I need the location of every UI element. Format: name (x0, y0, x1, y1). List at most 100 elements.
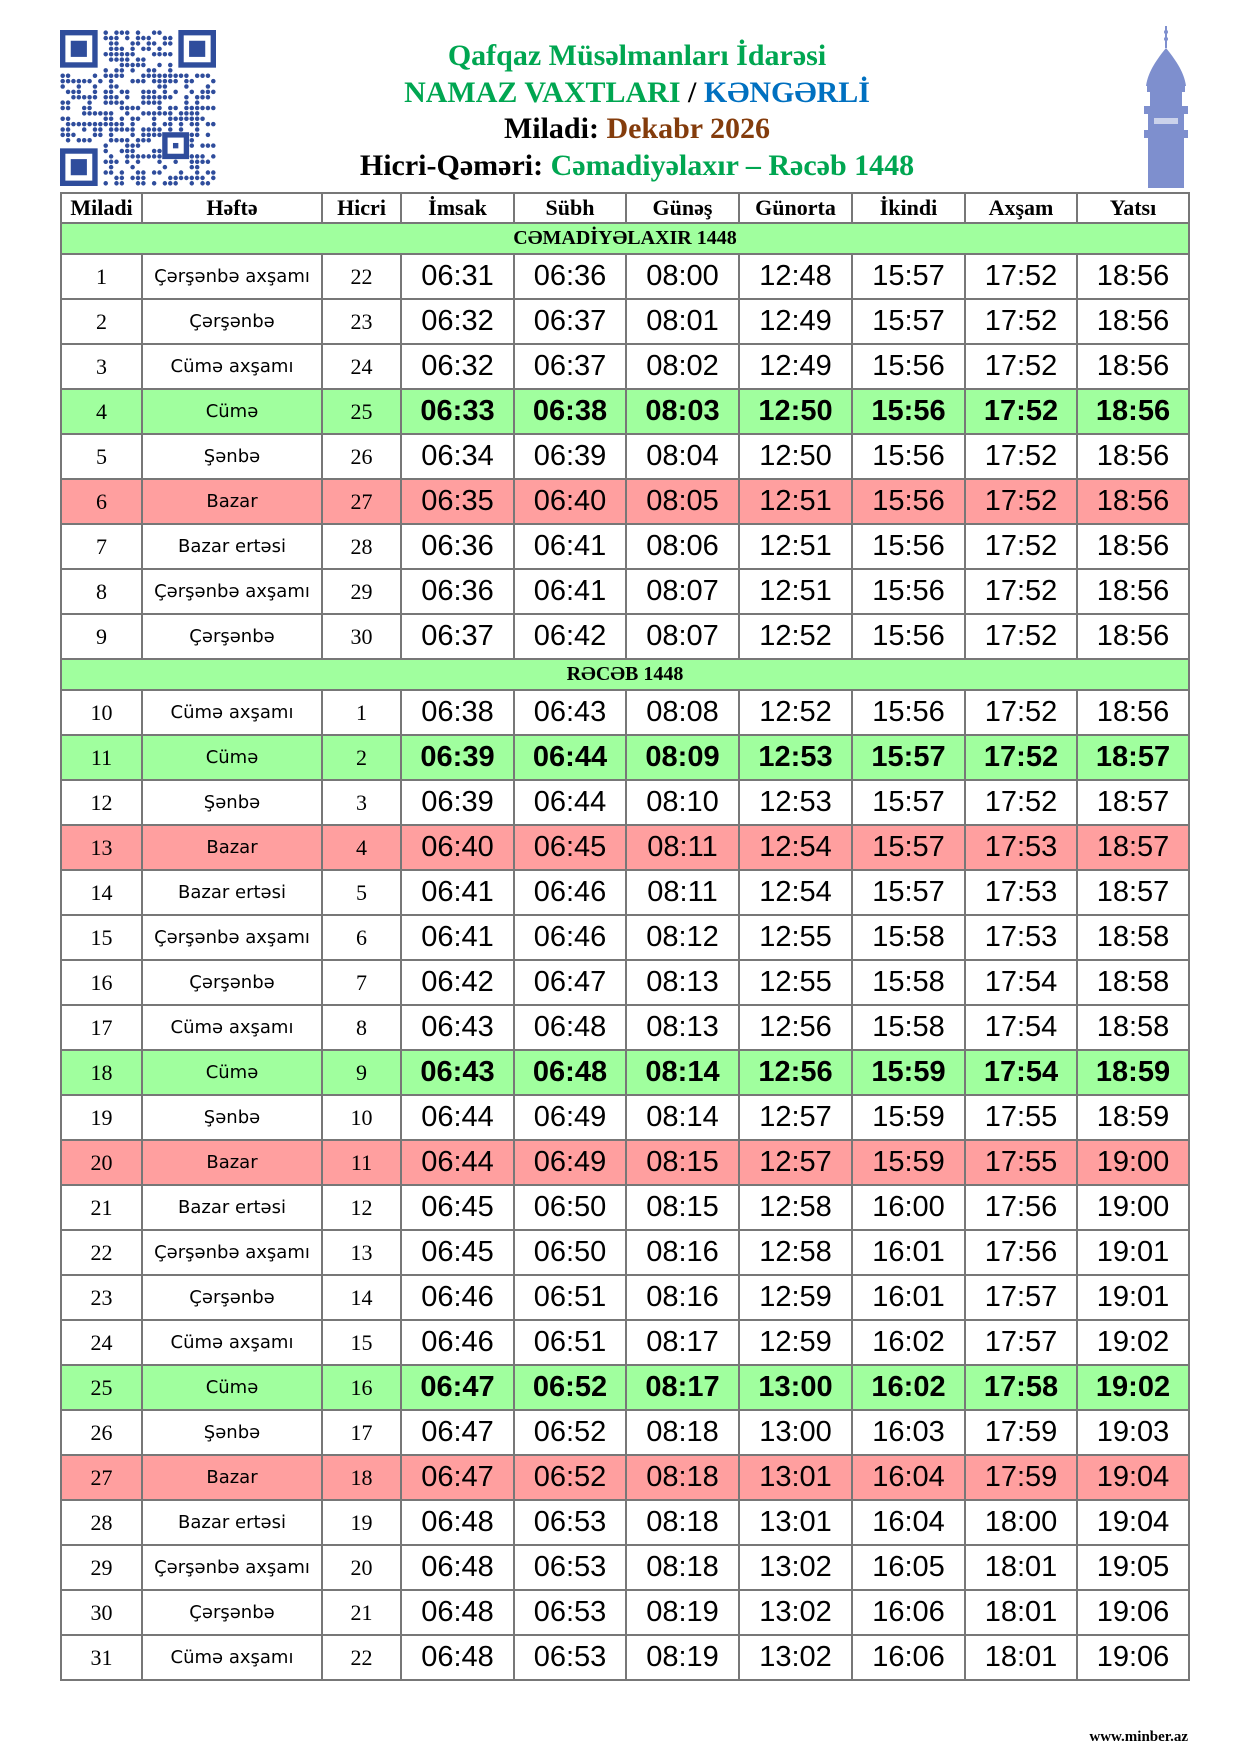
cell-weekday: Çərşənbə axşamı (141, 1544, 323, 1591)
cell-gunes: 08:03 (625, 388, 740, 435)
cell-gunes: 08:15 (625, 1184, 740, 1231)
cell-subh: 06:36 (513, 253, 627, 300)
cell-subh: 06:48 (513, 1049, 627, 1096)
cell-imsak: 06:31 (400, 253, 515, 300)
cell-ikindi: 15:56 (851, 523, 966, 570)
cell-miladi: 28 (60, 1499, 143, 1546)
cell-imsak: 06:47 (400, 1454, 515, 1501)
cell-ikindi: 15:58 (851, 1004, 966, 1051)
cell-gunorta: 13:02 (738, 1634, 853, 1681)
cell-gunes: 08:18 (625, 1454, 740, 1501)
cell-ikindi: 15:56 (851, 689, 966, 736)
cell-gunes: 08:07 (625, 613, 740, 660)
cell-axsam: 17:53 (964, 869, 1078, 916)
cell-gunes: 08:00 (625, 253, 740, 300)
cell-gunorta: 12:50 (738, 388, 853, 435)
cell-gunes: 08:11 (625, 869, 740, 916)
cell-gunes: 08:12 (625, 914, 740, 961)
cell-yatsi: 18:57 (1076, 824, 1190, 871)
column-header-subh: Sübh (513, 192, 627, 224)
cell-miladi: 13 (60, 824, 143, 871)
cell-axsam: 17:56 (964, 1184, 1078, 1231)
cell-weekday: Çərşənbə axşamı (141, 1229, 323, 1276)
cell-subh: 06:49 (513, 1139, 627, 1186)
cell-gunes: 08:01 (625, 298, 740, 345)
cell-gunes: 08:18 (625, 1409, 740, 1456)
organization-title: Qafqaz Müsəlmanları İdarəsi (447, 39, 827, 72)
cell-hicri: 11 (321, 1139, 402, 1186)
cell-imsak: 06:46 (400, 1274, 515, 1321)
cell-ikindi: 16:01 (851, 1274, 966, 1321)
cell-axsam: 17:54 (964, 1004, 1078, 1051)
cell-axsam: 17:52 (964, 779, 1078, 826)
cell-subh: 06:52 (513, 1454, 627, 1501)
cell-gunes: 08:11 (625, 824, 740, 871)
cell-imsak: 06:40 (400, 824, 515, 871)
column-header-imsak: İmsak (400, 192, 515, 224)
cell-axsam: 17:54 (964, 1049, 1078, 1096)
cell-imsak: 06:33 (400, 388, 515, 435)
cell-imsak: 06:38 (400, 689, 515, 736)
cell-gunorta: 13:02 (738, 1544, 853, 1591)
cell-axsam: 17:52 (964, 568, 1078, 615)
cell-weekday: Şənbə (141, 779, 323, 826)
table-row: 25 Cümə 16 06:47 06:52 08:17 13:00 16:02 17:58 19… (60, 1364, 1190, 1411)
cell-gunes: 08:05 (625, 478, 740, 525)
cell-gunorta: 12:53 (738, 734, 853, 781)
cell-gunes: 08:19 (625, 1634, 740, 1681)
cell-gunes: 08:18 (625, 1499, 740, 1546)
cell-hicri: 7 (321, 959, 402, 1006)
cell-miladi: 25 (60, 1364, 143, 1411)
cell-gunorta: 12:49 (738, 343, 853, 390)
cell-subh: 06:53 (513, 1499, 627, 1546)
cell-imsak: 06:36 (400, 523, 515, 570)
cell-hicri: 15 (321, 1319, 402, 1366)
cell-ikindi: 16:01 (851, 1229, 966, 1276)
cell-weekday: Cümə (141, 734, 323, 781)
cell-gunes: 08:17 (625, 1319, 740, 1366)
cell-gunorta: 12:54 (738, 869, 853, 916)
cell-axsam: 17:52 (964, 523, 1078, 570)
cell-gunes: 08:18 (625, 1544, 740, 1591)
cell-imsak: 06:46 (400, 1319, 515, 1366)
cell-gunes: 08:09 (625, 734, 740, 781)
cell-miladi: 10 (60, 689, 143, 736)
table-row: 21 Bazar ertəsi 12 06:45 06:50 08:15 12:58 16:0… (60, 1184, 1190, 1231)
cell-axsam: 17:52 (964, 388, 1078, 435)
cell-hicri: 3 (321, 779, 402, 826)
cell-yatsi: 19:06 (1076, 1634, 1190, 1681)
cell-miladi: 24 (60, 1319, 143, 1366)
cell-ikindi: 16:04 (851, 1499, 966, 1546)
cell-yatsi: 18:56 (1076, 523, 1190, 570)
cell-gunes: 08:14 (625, 1049, 740, 1096)
cell-imsak: 06:48 (400, 1589, 515, 1636)
cell-gunorta: 13:01 (738, 1499, 853, 1546)
cell-hicri: 1 (321, 689, 402, 736)
cell-axsam: 17:56 (964, 1229, 1078, 1276)
cell-ikindi: 15:57 (851, 869, 966, 916)
cell-gunes: 08:10 (625, 779, 740, 826)
cell-miladi: 20 (60, 1139, 143, 1186)
cell-axsam: 17:55 (964, 1094, 1078, 1141)
cell-ikindi: 15:59 (851, 1049, 966, 1096)
cell-imsak: 06:43 (400, 1049, 515, 1096)
cell-yatsi: 18:57 (1076, 734, 1190, 781)
cell-gunorta: 12:54 (738, 824, 853, 871)
cell-weekday: Şənbə (141, 1409, 323, 1456)
cell-hicri: 6 (321, 914, 402, 961)
cell-weekday: Çərşənbə axşamı (141, 568, 323, 615)
cell-miladi: 9 (60, 613, 143, 660)
cell-weekday: Bazar ertəsi (141, 869, 323, 916)
cell-miladi: 6 (60, 478, 143, 525)
cell-subh: 06:40 (513, 478, 627, 525)
gregorian-value: Dekabr 2026 (606, 112, 771, 145)
cell-subh: 06:48 (513, 1004, 627, 1051)
schedule-label: NAMAZ VAXTLARI (404, 75, 681, 109)
table-row: 10 Cümə axşamı 1 06:38 06:43 08:08 12:52 15:56 1… (60, 689, 1190, 736)
website-footer: www.minber.az (1089, 1729, 1188, 1745)
gregorian-month: Miladi: Dekabr 2026 (300, 111, 974, 148)
cell-yatsi: 18:56 (1076, 689, 1190, 736)
cell-miladi: 1 (60, 253, 143, 300)
cell-subh: 06:37 (513, 343, 627, 390)
cell-gunorta: 12:48 (738, 253, 853, 300)
